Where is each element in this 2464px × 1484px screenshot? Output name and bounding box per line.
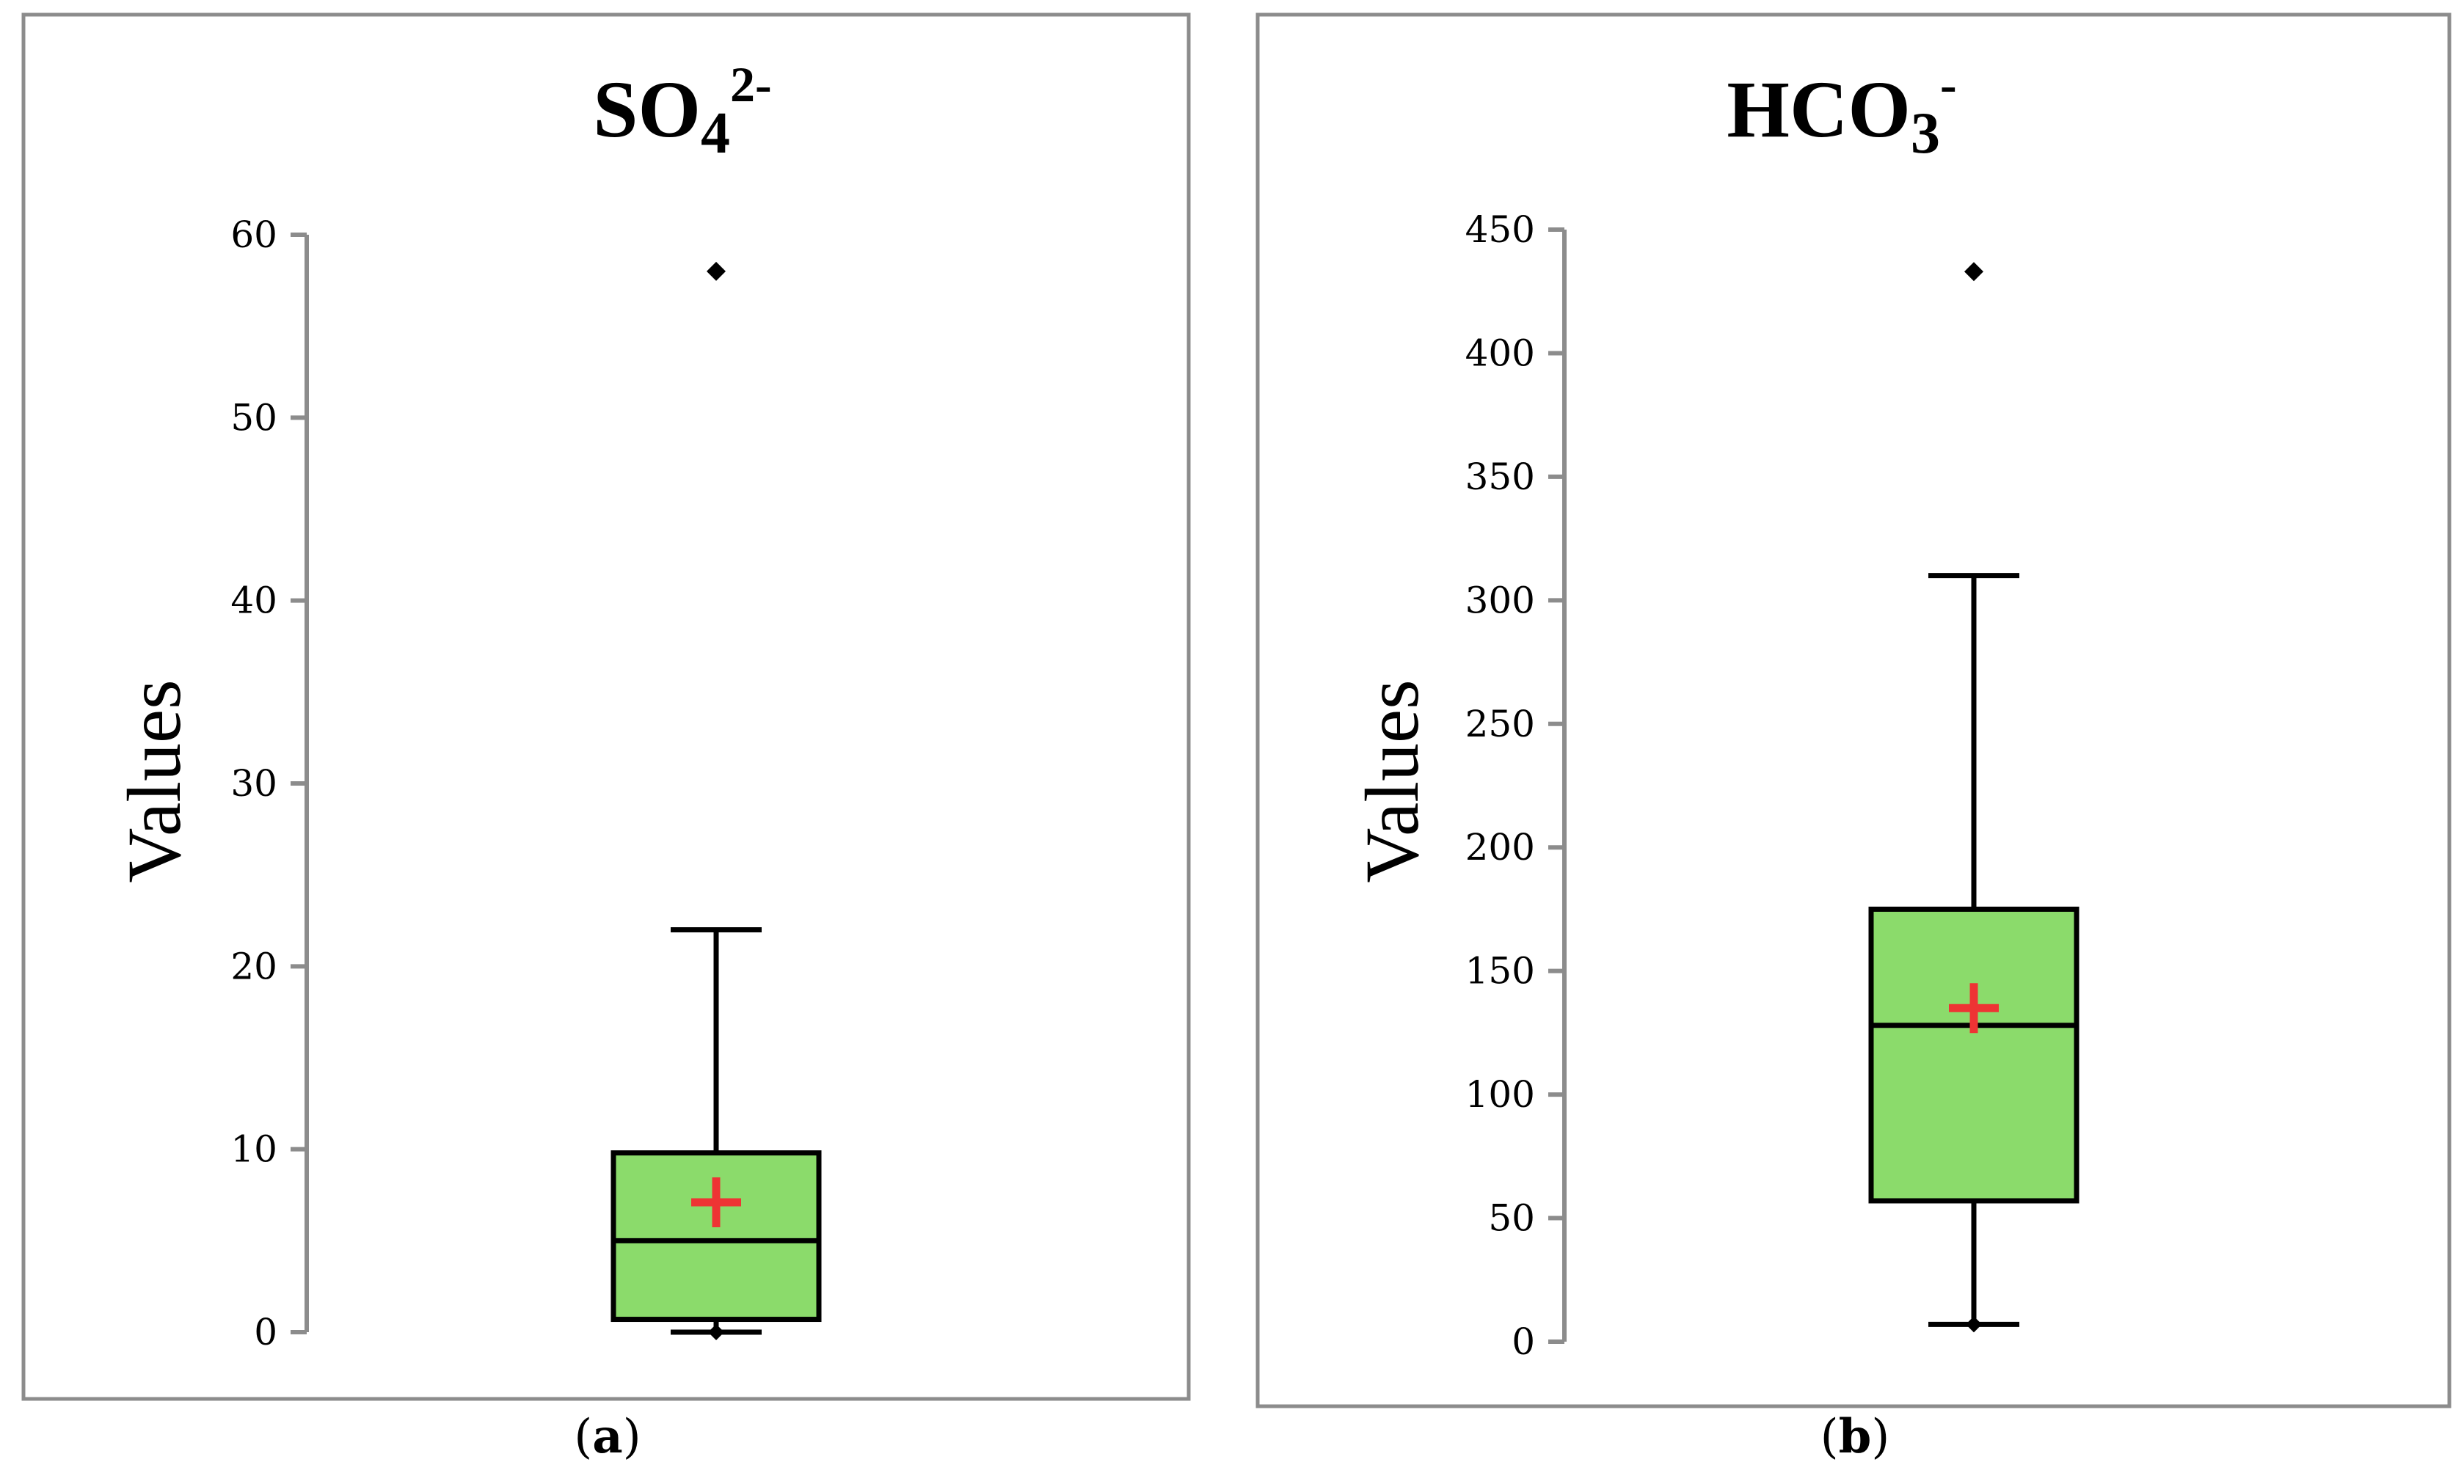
panel-a-tick-label-30: 30 <box>230 762 277 805</box>
panel-b-y-axis-label: Values <box>1350 679 1435 882</box>
panel-a-y-axis-label: Values <box>112 679 197 882</box>
panel-b: HCO3- Values 0 50 100 150 200 250 300 350 400 450… <box>1255 12 2452 1464</box>
panel-b-tick-label-450: 450 <box>1465 208 1535 251</box>
panel-b-title: HCO3- <box>1727 56 1956 166</box>
panel-b-tick-label-100: 100 <box>1465 1073 1535 1116</box>
panel-b-tick-label-350: 350 <box>1465 456 1535 498</box>
panel-a-tick-label-0: 0 <box>254 1311 277 1353</box>
panel-a: SO42- Values 0 10 20 30 40 50 60 (a) <box>21 12 1191 1464</box>
panel-a-tick-label-10: 10 <box>230 1128 277 1171</box>
panel-a-frame <box>21 12 1191 1401</box>
panel-b-caption: (b) <box>1820 1409 1890 1464</box>
panel-b-tick-label-300: 300 <box>1465 579 1535 621</box>
panel-a-outlier-point-0 <box>707 261 726 281</box>
panel-a-title: SO42- <box>593 56 771 166</box>
panel-a-y-ticks: 0 10 20 30 40 50 60 <box>230 213 307 1353</box>
panel-a-caption: (a) <box>574 1409 641 1464</box>
panel-b-frame <box>1255 12 2452 1408</box>
panel-b-tick-label-250: 250 <box>1465 703 1535 745</box>
panel-b-iqr-box <box>1868 906 2080 1204</box>
panel-a-mean-marker <box>691 1177 741 1227</box>
panel-a-tick-label-50: 50 <box>230 396 277 439</box>
panel-a-tick-label-40: 40 <box>230 580 277 622</box>
panel-a-tick-label-20: 20 <box>230 945 277 987</box>
panel-b-tick-label-0: 0 <box>1512 1320 1535 1363</box>
panel-b-tick-label-150: 150 <box>1465 950 1535 993</box>
panel-b-min-point <box>1966 1316 1982 1333</box>
panel-a-boxplot <box>610 261 822 1340</box>
panel-b-mean-marker <box>1949 983 1999 1034</box>
panel-b-boxplot <box>1868 262 2080 1333</box>
panel-b-y-ticks: 0 50 100 150 200 250 300 350 400 450 <box>1465 208 1564 1363</box>
panel-a-min-point <box>708 1324 724 1340</box>
panel-a-tick-label-60: 60 <box>230 213 277 256</box>
panel-b-outlier-point-0 <box>1964 262 1983 282</box>
panel-b-tick-label-400: 400 <box>1465 332 1535 374</box>
panel-b-tick-label-50: 50 <box>1488 1197 1535 1240</box>
panel-b-tick-label-200: 200 <box>1465 826 1535 869</box>
